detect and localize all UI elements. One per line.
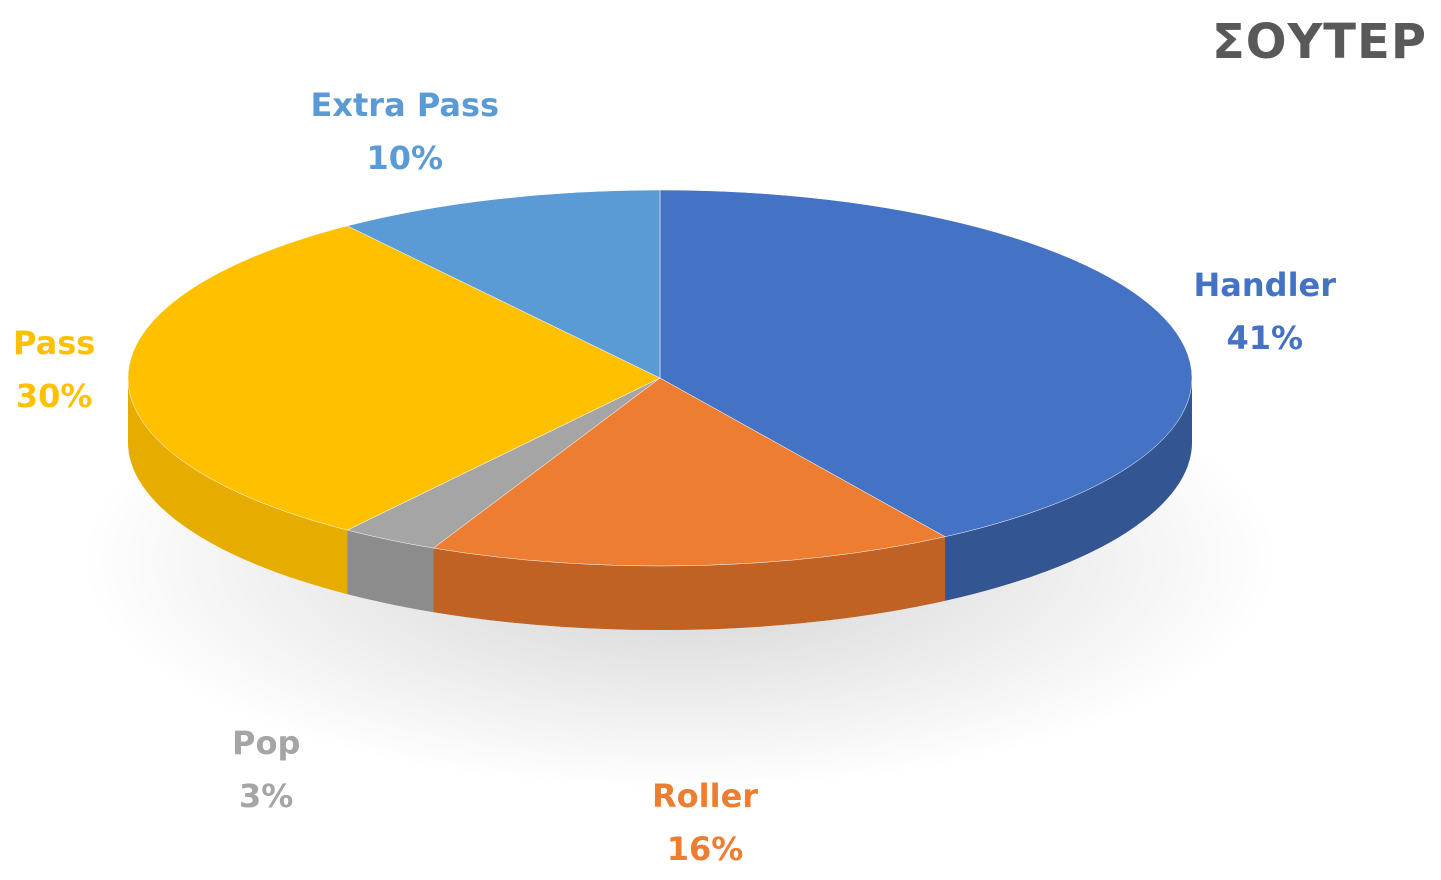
data-label-extra-pass: Extra Pass 10%: [311, 79, 500, 185]
pie-slice-pass: [127, 225, 661, 531]
data-label-value: 30%: [15, 377, 93, 415]
pie-slice-roller: [432, 377, 946, 567]
pie-tops: [127, 189, 1193, 567]
pie-side-highlight-pass: [128, 378, 348, 595]
pie-side-highlight-roller: [433, 536, 946, 630]
data-label-pop: Pop 3%: [232, 717, 300, 823]
data-label-category: Handler: [1193, 266, 1337, 304]
pie-sides: [128, 378, 1192, 630]
data-label-value: 10%: [366, 139, 444, 177]
data-label-value: 16%: [666, 830, 744, 868]
data-label-handler: Handler 41%: [1194, 259, 1337, 365]
data-label-value: 41%: [1226, 319, 1304, 357]
pie-slice-handler: [659, 189, 1193, 537]
data-label-value: 3%: [239, 777, 294, 815]
data-label-pass: Pass 30%: [13, 317, 95, 423]
data-label-category: Extra Pass: [310, 86, 500, 124]
data-label-category: Pass: [13, 324, 96, 362]
data-label-category: Pop: [232, 724, 301, 762]
data-label-roller: Roller 16%: [652, 770, 758, 876]
chart-title: ΣΟΥΤΕΡ: [1211, 14, 1427, 70]
pie-slice-extra-pass: [346, 189, 661, 379]
pie-side-highlight-handler: [945, 378, 1192, 601]
pie-side-highlight-pop: [347, 530, 434, 613]
data-label-category: Roller: [652, 777, 759, 815]
